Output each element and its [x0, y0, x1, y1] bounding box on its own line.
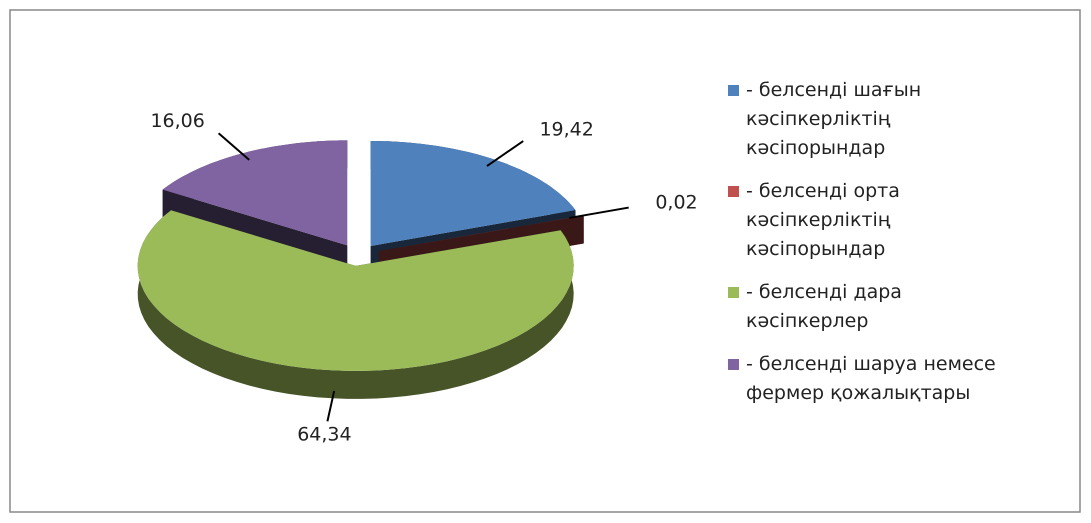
slice: [370, 141, 576, 246]
data-label: 19,42: [539, 118, 593, 140]
leader-line: [486, 140, 524, 167]
legend-swatch: [728, 186, 739, 197]
legend: - белсенді шағын кәсіпкерліктің кәсіпоры…: [728, 76, 1028, 422]
legend-label: - белсенді дара кәсіпкерлер: [746, 281, 902, 332]
legend-label: - белсенді шаруа немесе фермер қожалықта…: [746, 353, 996, 404]
legend-item: - белсенді орта кәсіпкерліктің кәсіпорын…: [728, 177, 1028, 264]
data-label: 64,34: [297, 423, 351, 445]
leader-line: [326, 390, 336, 422]
slice: [162, 140, 348, 246]
legend-swatch: [728, 359, 739, 370]
legend-item: - белсенді шаруа немесе фермер қожалықта…: [728, 350, 1028, 408]
slice: [378, 215, 584, 252]
legend-label: - белсенді шағын кәсіпкерліктің кәсіпоры…: [746, 79, 922, 159]
legend-swatch: [728, 85, 739, 96]
legend-label: - белсенді орта кәсіпкерліктің кәсіпорын…: [746, 180, 900, 260]
leader-line: [569, 206, 629, 219]
legend-swatch: [728, 287, 739, 298]
data-label: 0,02: [655, 191, 697, 213]
legend-item: - белсенді шағын кәсіпкерліктің кәсіпоры…: [728, 76, 1028, 163]
legend-item: - белсенді дара кәсіпкерлер: [728, 278, 1028, 336]
data-label: 16,06: [150, 110, 204, 132]
leader-line: [217, 132, 250, 161]
slice: [137, 210, 574, 371]
